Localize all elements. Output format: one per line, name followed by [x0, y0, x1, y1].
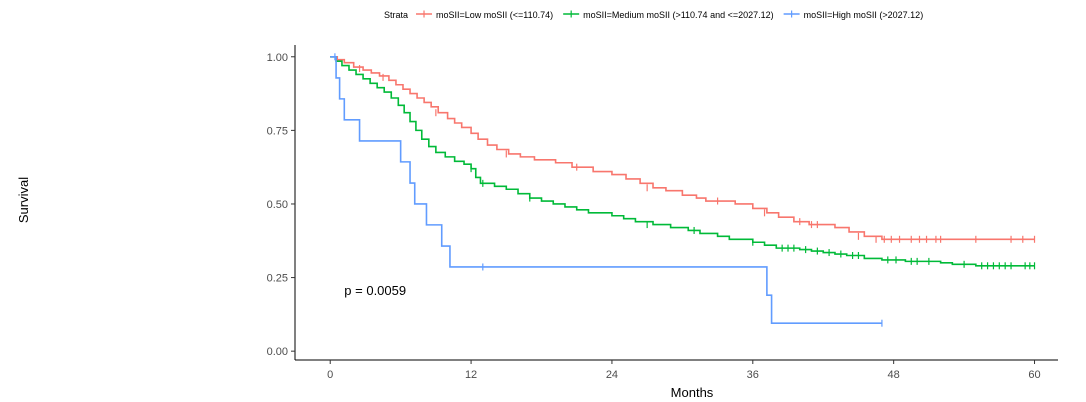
legend: Strata moSII=Low moSII (<=110.74) moSII=M… — [384, 10, 923, 20]
x-tick-label: 48 — [888, 369, 900, 381]
y-tick-label: 0.25 — [267, 273, 288, 285]
axes: 0 12 24 36 48 60 0.00 0.25 0.50 0.75 1.00 — [267, 45, 1058, 381]
legend-title: Strata — [384, 10, 408, 20]
x-tick-label: 12 — [465, 369, 477, 381]
x-tick-label: 60 — [1028, 369, 1040, 381]
p-value-annotation: p = 0.0059 — [344, 283, 406, 298]
legend-label-low: moSII=Low moSII (<=110.74) — [436, 10, 553, 20]
legend-label-high: moSII=High moSII (>2027.12) — [804, 10, 924, 20]
x-tick-label: 24 — [606, 369, 618, 381]
y-tick-label: 1.00 — [267, 52, 288, 64]
x-axis-title: Months — [671, 385, 714, 400]
y-tick-label: 0.50 — [267, 199, 288, 211]
plot-area — [330, 53, 1036, 327]
km-curve-high — [330, 55, 882, 324]
legend-label-medium: moSII=Medium moSII (>110.74 and <=2027.1… — [583, 10, 773, 20]
x-tick-label: 0 — [327, 369, 333, 381]
km-curve-low — [330, 55, 1035, 241]
y-tick-label: 0.00 — [267, 346, 288, 358]
y-tick-label: 0.75 — [267, 125, 288, 137]
x-tick-label: 36 — [747, 369, 759, 381]
km-curve-medium — [330, 55, 1035, 267]
y-axis-title: Survival — [16, 177, 31, 223]
